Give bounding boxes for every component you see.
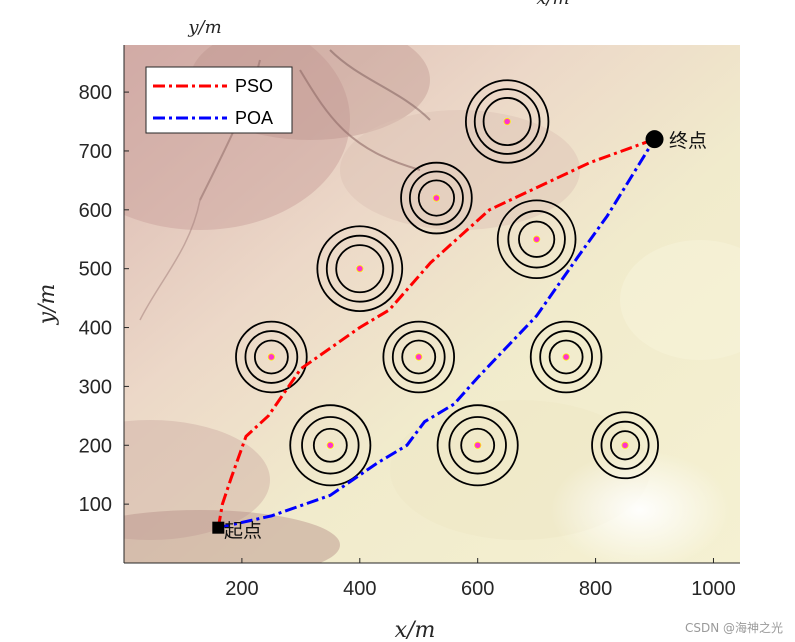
obstacle-ring — [408, 170, 464, 226]
obstacle-ring — [448, 416, 507, 475]
x-tick-label: 800 — [579, 578, 612, 600]
obstacle-ring — [289, 404, 372, 487]
obstacle-center — [533, 235, 541, 243]
x-ticks: 200 400 600 800 1000 — [225, 558, 736, 600]
obstacle-center — [621, 441, 629, 449]
top-y-label: y/m — [187, 17, 221, 38]
obstacle-ring — [244, 330, 299, 384]
obstacle-ring — [539, 330, 593, 384]
obstacle-center — [562, 353, 570, 361]
obstacle-center — [474, 441, 482, 449]
x-tick-label: 400 — [343, 578, 376, 600]
obstacle-center — [326, 441, 334, 449]
obstacle-ring — [518, 220, 556, 258]
obstacle-ring — [400, 161, 473, 235]
y-tick-label: 600 — [79, 200, 112, 222]
start-end-markers — [212, 130, 664, 534]
start-label: 起点 — [224, 520, 262, 542]
obstacle-ring — [496, 199, 577, 280]
obstacle-ring — [325, 234, 394, 303]
obstacle-ring — [382, 320, 456, 394]
y-tick-label: 800 — [79, 82, 112, 104]
obstacle-10 — [591, 411, 659, 480]
obstacle-ring — [548, 339, 584, 375]
obstacle-5 — [235, 320, 308, 394]
path-lines — [216, 137, 656, 530]
series-poa-line — [217, 138, 656, 530]
obstacle-ring — [301, 416, 360, 475]
top-right-x-label: x/m — [536, 0, 569, 9]
series-pso-line — [216, 137, 656, 528]
y-axis-label: y/m — [35, 284, 60, 326]
end-label: 终点 — [669, 130, 707, 152]
obstacle-ring — [600, 420, 650, 470]
obstacle-ring — [417, 179, 456, 217]
x-axis-label: x/m — [395, 618, 436, 642]
obstacle-ring — [401, 339, 437, 375]
obstacle-3 — [496, 199, 577, 280]
obstacles — [235, 79, 659, 487]
obstacle-ring — [316, 225, 404, 313]
obstacle-1 — [464, 79, 550, 164]
obstacle-ring — [436, 404, 519, 487]
obstacle-ring — [507, 210, 566, 269]
obstacle-7 — [529, 320, 603, 394]
y-tick-label: 400 — [79, 318, 112, 340]
obstacle-2 — [400, 161, 473, 235]
obstacle-ring — [473, 88, 541, 155]
x-tick-label: 1000 — [691, 578, 736, 600]
obstacle-8 — [289, 404, 372, 487]
obstacle-ring — [460, 427, 496, 463]
y-ticks: 100 200 300 400 500 600 700 800 — [79, 82, 129, 516]
legend-poa-label: POA — [235, 108, 273, 128]
obstacle-ring — [482, 97, 532, 147]
obstacle-ring — [591, 411, 659, 480]
y-tick-label: 200 — [79, 435, 112, 457]
x-tick-label: 600 — [461, 578, 494, 600]
x-tick-label: 200 — [225, 578, 258, 600]
legend-pso-label: PSO — [235, 76, 273, 96]
obstacle-ring — [464, 79, 550, 164]
watermark: CSDN @海神之光 — [684, 621, 783, 635]
obstacle-ring — [312, 427, 348, 463]
obstacle-center — [415, 353, 423, 361]
axes: 200 400 600 800 1000 100 200 300 400 500 600 700 80… — [79, 45, 740, 600]
y-tick-label: 300 — [79, 376, 112, 398]
obstacle-ring — [391, 330, 446, 384]
terrain-background — [124, 45, 740, 563]
obstacle-ring — [335, 244, 385, 294]
start-marker — [212, 521, 225, 534]
y-tick-label: 500 — [79, 259, 112, 281]
obstacle-ring — [235, 320, 308, 394]
end-marker — [645, 130, 664, 149]
obstacle-ring — [610, 430, 641, 461]
obstacle-9 — [436, 404, 519, 487]
y-tick-label: 100 — [79, 494, 112, 516]
y-tick-label: 700 — [79, 141, 112, 163]
obstacle-center — [267, 353, 275, 361]
obstacle-center — [356, 265, 364, 273]
obstacle-4 — [316, 225, 404, 313]
obstacle-ring — [253, 339, 289, 375]
obstacle-ring — [529, 320, 603, 394]
obstacle-center — [503, 117, 511, 126]
obstacle-6 — [382, 320, 456, 394]
obstacle-center — [432, 194, 441, 202]
legend: PSO POA — [145, 66, 293, 134]
